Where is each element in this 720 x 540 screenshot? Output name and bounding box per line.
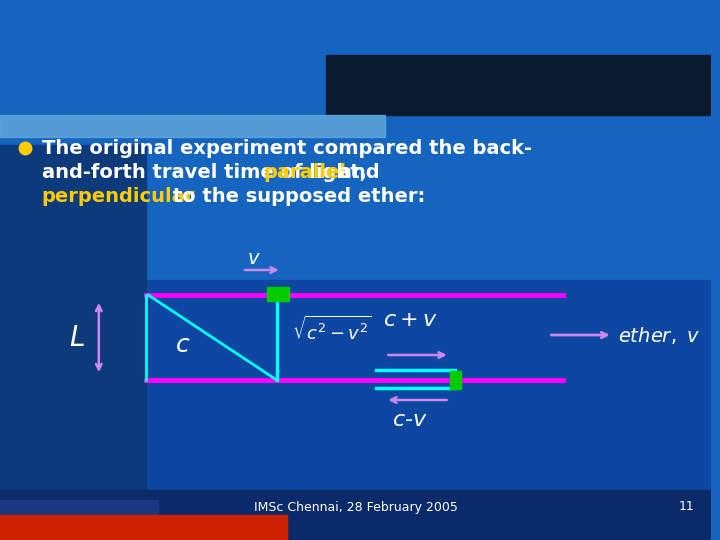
Bar [0,280,711,540]
Bar [0,115,385,137]
Text: and-forth travel time of light,: and-forth travel time of light, [42,163,373,181]
Bar [0,490,711,540]
Text: The original experiment compared the back-: The original experiment compared the bac… [42,138,531,158]
Text: IMSc Chennai, 28 February 2005: IMSc Chennai, 28 February 2005 [254,501,458,514]
Text: $\sqrt{c^2-v^2}$: $\sqrt{c^2-v^2}$ [292,316,372,344]
Text: parallel: parallel [264,163,347,181]
Text: $L$: $L$ [69,323,85,352]
Bar [326,55,711,115]
Bar [449,371,462,389]
Text: 11: 11 [679,501,695,514]
Bar [267,287,289,301]
Text: $c+v$: $c+v$ [382,310,438,330]
Text: $c$: $c$ [175,333,191,357]
Text: to the supposed ether:: to the supposed ether: [166,186,426,206]
Text: perpendicular: perpendicular [42,186,195,206]
Text: and: and [332,163,379,181]
Bar [0,515,287,540]
Text: $ether,\ v$: $ether,\ v$ [618,325,700,346]
Bar [0,500,158,540]
Bar [0,145,146,495]
Text: $c\text{-}v$: $c\text{-}v$ [392,410,428,430]
Text: $v$: $v$ [247,248,261,267]
